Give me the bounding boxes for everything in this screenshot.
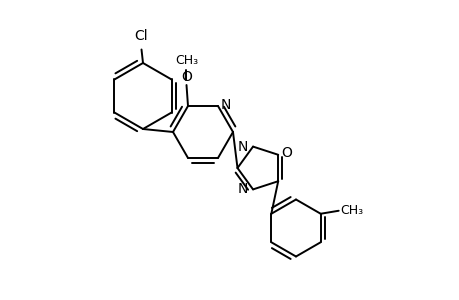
Text: N: N [237, 140, 247, 154]
Text: Cl: Cl [134, 29, 148, 44]
Text: CH₃: CH₃ [174, 54, 198, 67]
Text: N: N [220, 98, 231, 112]
Text: N: N [237, 182, 247, 197]
Text: O: O [181, 70, 191, 83]
Text: O: O [280, 146, 291, 160]
Text: CH₃: CH₃ [340, 204, 363, 217]
